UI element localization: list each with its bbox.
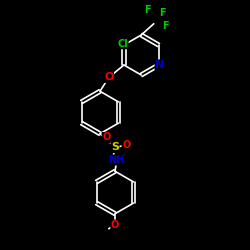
Text: O: O [122, 140, 130, 150]
Text: F: F [162, 21, 168, 31]
Text: O: O [111, 220, 119, 230]
Text: F: F [144, 5, 151, 15]
Text: S: S [111, 142, 119, 152]
Text: NH: NH [108, 155, 124, 165]
Text: O: O [102, 132, 110, 142]
Text: Cl: Cl [117, 39, 128, 49]
Text: O: O [104, 72, 114, 83]
Text: F: F [159, 8, 166, 18]
Text: N: N [155, 60, 164, 70]
